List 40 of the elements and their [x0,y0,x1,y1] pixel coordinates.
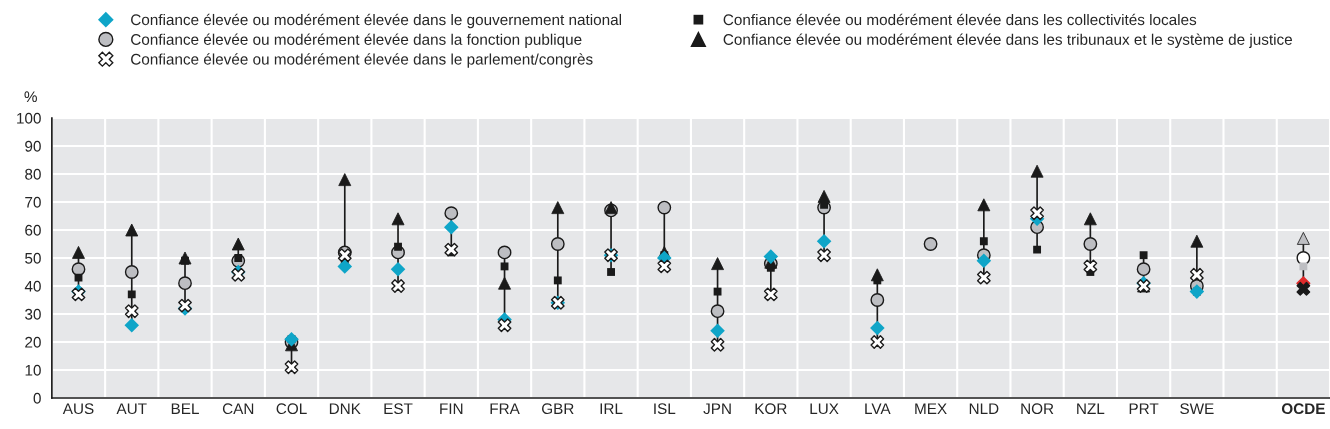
y-tick-label: 60 [25,224,41,236]
x-tick-label: OCDE [1281,403,1325,415]
x-tick-label: NOR [1021,403,1054,415]
x-tick-label: SWE [1180,403,1214,415]
x-tick-label: KOR [755,403,787,415]
legend-label: Confiance élevée ou modérément élevée dans la fonction publique [131,33,582,48]
y-tick-label: 70 [25,196,41,208]
y-tick-label: 30 [25,308,41,320]
legend-label: Confiance élevée ou modérément élevée dans les collectivités locales [723,13,1197,26]
x-tick-label: FRA [490,403,520,414]
x-tick-label: MEX [915,403,947,414]
legend-label: Confiance élevée ou modérément élevée dans les tribunaux et le système de justice [723,33,1293,48]
legend-label: Confiance élevée ou modérément élevée dans le gouvernement national [131,13,622,29]
x-tick-label: AUS [62,403,94,415]
x-tick-label: IRL [600,403,623,414]
y-tick-label: 80 [25,168,41,180]
x-tick-label: LUX [810,403,839,415]
legend-label: Confiance élevée ou modérément élevée dans le parlement/congrès [131,53,593,68]
y-tick-label: 50 [25,252,41,264]
x-tick-label: NZL [1077,403,1105,414]
x-tick-label: CAN [222,403,254,415]
y-tick-label: 10 [25,364,41,376]
x-tick-label: ISL [654,403,676,415]
x-tick-label: FIN [440,403,463,414]
x-tick-label: COL [276,403,307,415]
y-tick-label: 40 [24,280,41,292]
y-tick-label: 0 [33,392,41,404]
x-tick-label: NLD [969,403,999,414]
x-tick-label: LVA [865,403,891,414]
x-tick-label: BEL [171,403,199,414]
x-tick-label: EST [384,403,413,415]
x-tick-label: GBR [542,403,574,415]
y-tick-label: 20 [25,336,41,348]
x-tick-label: JPN [703,403,731,415]
x-tick-label: PRT [1129,403,1159,414]
y-axis-title: % [24,91,37,103]
y-tick-label: 100 [17,112,41,124]
x-tick-label: DNK [329,403,361,414]
y-tick-label: 90 [25,140,41,152]
x-tick-label: AUT [116,403,147,415]
